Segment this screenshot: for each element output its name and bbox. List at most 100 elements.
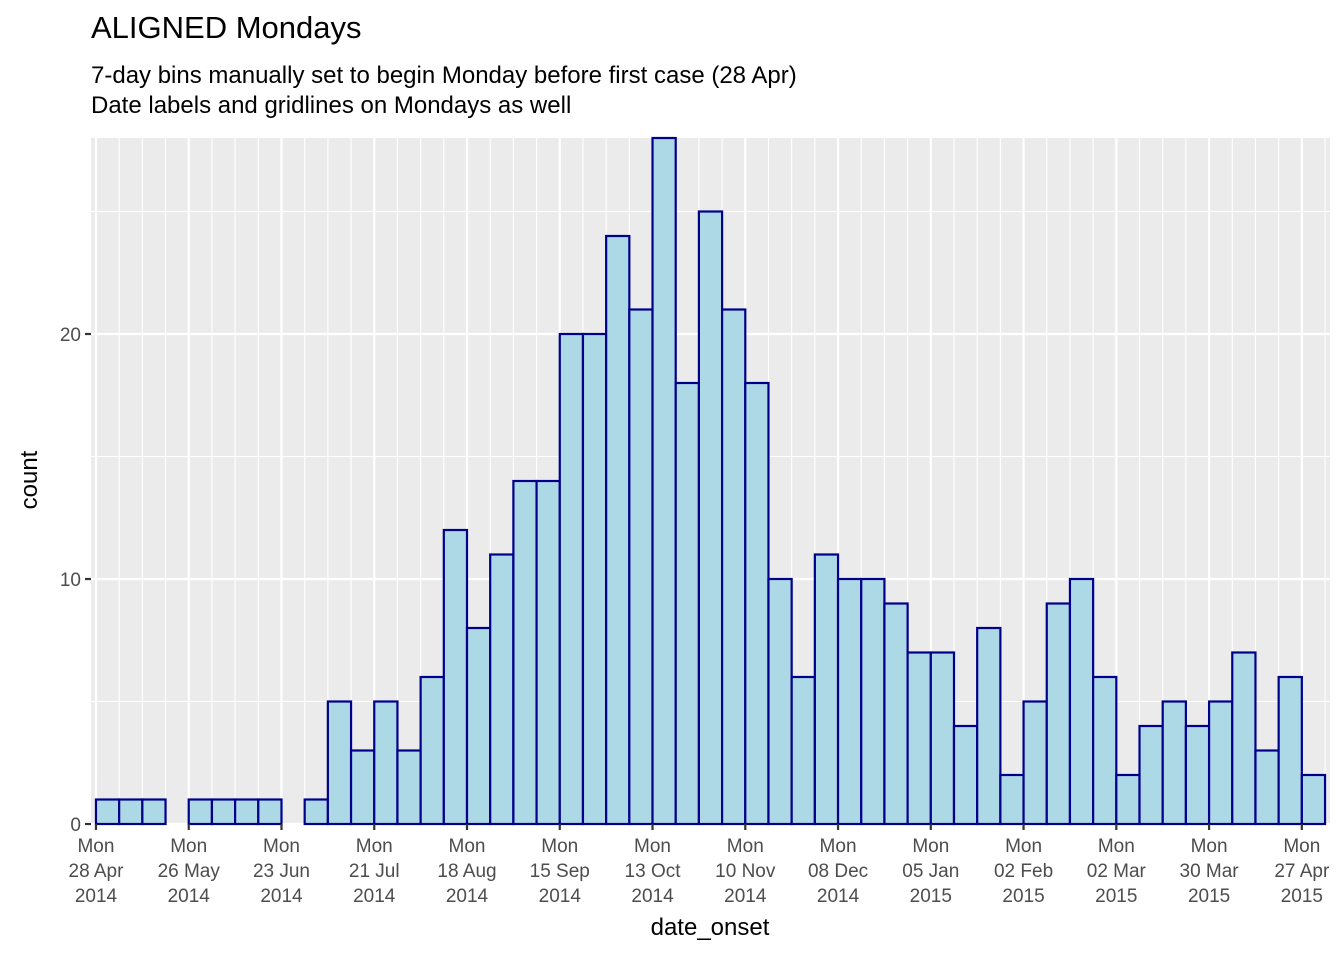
x-tick-label: Mon — [912, 836, 949, 857]
histogram-bar — [419, 675, 445, 826]
x-tick-label: 2014 — [539, 886, 582, 907]
x-tick-label: Mon — [727, 836, 764, 857]
x-tick-label: 2014 — [353, 886, 396, 907]
histogram-bar — [976, 626, 1002, 826]
histogram-bar — [813, 553, 840, 826]
histogram-bar — [1277, 675, 1303, 826]
histogram-bar — [1300, 773, 1327, 826]
x-tick-label: 2015 — [910, 886, 952, 907]
histogram-bar — [1022, 700, 1048, 826]
histogram-bar — [210, 798, 237, 826]
x-tick-label: 30 Mar — [1180, 861, 1240, 882]
histogram-bar — [234, 798, 260, 826]
x-tick-label: 2015 — [1002, 886, 1044, 907]
histogram-bar — [1161, 700, 1187, 826]
histogram-bar — [697, 210, 724, 826]
histogram-bar — [883, 602, 909, 826]
x-tick-label: Mon — [1283, 836, 1320, 857]
histogram-bar — [187, 798, 214, 826]
x-tick-label: 2014 — [724, 886, 767, 907]
histogram-bar — [1231, 651, 1257, 826]
x-tick-label: 2014 — [75, 886, 118, 907]
histogram-bars — [94, 136, 1327, 826]
x-tick-label: 23 Jun — [253, 861, 310, 882]
histogram-bar — [489, 553, 515, 826]
x-axis: Mon 28 Apr 2014 Mon 26 May 2014 Mon 23 Jun 2014 M… — [69, 824, 1330, 907]
y-axis: 0 10 20 — [60, 325, 91, 836]
histogram-bar — [1138, 724, 1164, 826]
histogram-bar — [605, 234, 631, 826]
histogram-bar — [1254, 749, 1280, 826]
x-tick-label: Mon — [170, 836, 207, 857]
x-tick-label: Mon — [449, 836, 486, 857]
histogram-bar — [303, 798, 329, 826]
y-tick-label: 20 — [60, 325, 81, 346]
histogram-bar — [628, 308, 654, 826]
x-tick-label: 05 Jan — [902, 861, 959, 882]
x-axis-label: date_onset — [650, 914, 770, 941]
x-tick-label: 21 Jul — [349, 861, 400, 882]
x-tick-label: 27 Apr — [1274, 861, 1330, 882]
x-tick-label: Mon — [1191, 836, 1228, 857]
histogram-bar — [767, 577, 793, 826]
y-axis-label: count — [16, 450, 43, 510]
x-tick-label: 28 Apr — [69, 861, 125, 882]
x-tick-label: 13 Oct — [625, 861, 682, 882]
x-tick-label: Mon — [1098, 836, 1135, 857]
x-tick-label: Mon — [1005, 836, 1042, 857]
x-tick-label: Mon — [263, 836, 300, 857]
histogram-bar — [720, 308, 747, 826]
histogram-bar — [651, 136, 677, 826]
x-tick-label: 2015 — [1281, 886, 1323, 907]
y-tick-label: 10 — [60, 570, 81, 591]
x-tick-label: Mon — [634, 836, 671, 857]
histogram-bar — [1045, 602, 1072, 826]
x-tick-label: 2014 — [260, 886, 303, 907]
histogram-bar — [349, 749, 376, 826]
x-tick-label: 02 Feb — [994, 861, 1053, 882]
histogram-bar — [465, 626, 492, 826]
x-tick-label: 2015 — [1188, 886, 1230, 907]
histogram-bar — [396, 749, 422, 826]
histogram-bar — [558, 332, 585, 826]
histogram-bar — [1207, 700, 1234, 826]
x-tick-label: 02 Mar — [1087, 861, 1147, 882]
x-tick-label: 26 May — [158, 861, 221, 882]
histogram-bar — [118, 798, 144, 826]
y-tick-label: 0 — [70, 815, 81, 836]
x-tick-label: Mon — [77, 836, 114, 857]
histogram-bar — [906, 651, 932, 826]
histogram-bar — [744, 381, 770, 826]
x-tick-label: Mon — [541, 836, 578, 857]
chart-title: ALIGNED Mondays — [91, 10, 362, 45]
histogram-bar — [836, 577, 863, 826]
x-tick-label: Mon — [356, 836, 393, 857]
histogram-bar — [952, 724, 979, 826]
histogram-bar — [1068, 577, 1095, 826]
histogram-bar — [141, 798, 167, 826]
x-tick-label: 2015 — [1095, 886, 1137, 907]
histogram-bar — [326, 700, 353, 826]
histogram-bar — [512, 479, 538, 826]
histogram-bar — [257, 798, 283, 826]
x-tick-label: 2014 — [631, 886, 674, 907]
histogram-bar — [373, 700, 399, 826]
histogram-bar — [94, 798, 121, 826]
histogram-bar — [674, 381, 701, 826]
histogram-bar — [860, 577, 886, 826]
histogram-bar — [1184, 724, 1211, 826]
histogram-bar — [999, 773, 1025, 826]
histogram-bar — [929, 651, 956, 826]
x-tick-label: Mon — [820, 836, 857, 857]
histogram-bar — [1115, 773, 1141, 826]
histogram-bar — [442, 528, 469, 826]
x-tick-label: 10 Nov — [715, 861, 776, 882]
x-tick-label: 2014 — [168, 886, 211, 907]
histogram-bar — [1092, 675, 1118, 826]
x-tick-label: 2014 — [817, 886, 860, 907]
chart-subtitle-line-2: Date labels and gridlines on Mondays as … — [91, 92, 572, 119]
x-tick-label: 15 Sep — [530, 861, 590, 882]
x-tick-label: 2014 — [446, 886, 489, 907]
chart-subtitle-line-1: 7-day bins manually set to begin Monday … — [91, 62, 797, 89]
